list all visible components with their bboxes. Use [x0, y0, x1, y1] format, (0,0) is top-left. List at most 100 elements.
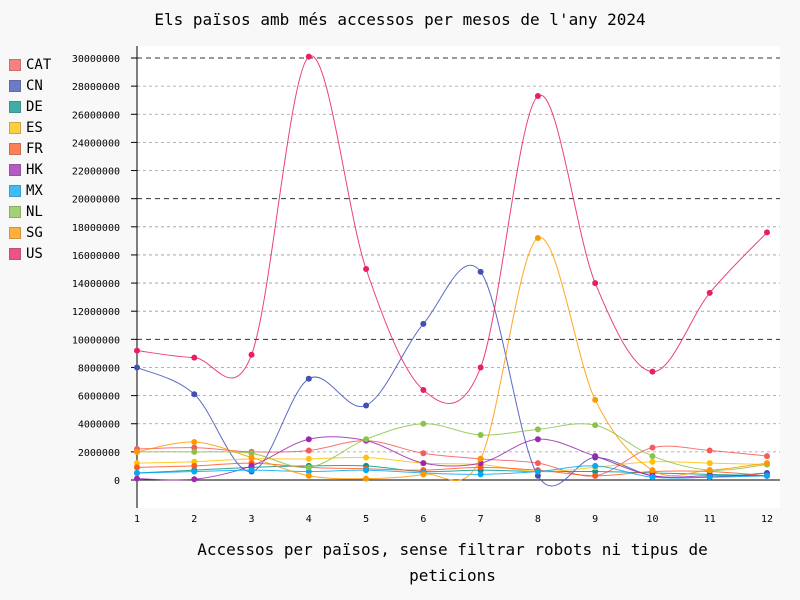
legend-label: DE	[26, 98, 43, 115]
legend-label: NL	[26, 203, 43, 220]
data-point-mx	[191, 468, 198, 475]
data-point-hk	[420, 460, 427, 467]
data-point-cn	[191, 391, 198, 398]
y-tick-label: 12000000	[72, 307, 120, 318]
data-point-us	[305, 53, 312, 60]
y-tick-label: 26000000	[72, 110, 120, 121]
legend-swatch	[9, 247, 21, 260]
legend-label: ES	[26, 119, 43, 136]
legend-label: CAT	[26, 56, 52, 73]
data-point-mx	[363, 467, 370, 474]
data-point-sg	[420, 471, 427, 478]
legend-item-hk[interactable]: HK	[9, 159, 51, 180]
data-point-de	[592, 468, 599, 475]
data-point-mx	[305, 468, 312, 475]
x-tick-label: 3	[249, 514, 255, 525]
data-point-us	[191, 354, 198, 361]
data-point-sg	[706, 467, 713, 474]
data-point-sg	[248, 454, 255, 461]
data-point-cn	[534, 472, 541, 479]
data-point-sg	[305, 472, 312, 479]
x-tick-label: 8	[535, 514, 541, 525]
legend-item-us[interactable]: US	[9, 243, 51, 264]
data-point-nl	[592, 422, 599, 429]
series-line-mx	[136, 465, 768, 479]
data-point-mx	[134, 469, 140, 476]
data-point-es	[649, 458, 656, 465]
data-point-cat	[191, 444, 198, 451]
legend-swatch	[9, 226, 21, 239]
data-point-sg	[764, 460, 770, 467]
data-point-cat	[649, 444, 656, 451]
legend-swatch	[9, 142, 21, 155]
y-tick-label: 16000000	[72, 251, 120, 262]
data-point-nl	[477, 431, 484, 438]
data-point-cat	[706, 447, 713, 454]
legend-swatch	[9, 79, 21, 92]
legend-item-sg[interactable]: SG	[9, 222, 51, 243]
data-point-nl	[305, 464, 312, 471]
legend-item-cn[interactable]: CN	[9, 75, 51, 96]
data-point-nl	[363, 436, 370, 443]
series-line-es	[136, 456, 768, 473]
data-point-es	[706, 460, 713, 467]
data-point-mx	[248, 467, 255, 474]
x-tick-label: 5	[363, 514, 369, 525]
x-axis-label: Accessos per països, sense filtrar robot…	[197, 540, 708, 585]
legend-swatch	[9, 100, 21, 113]
y-tick-label: 20000000	[72, 195, 120, 206]
legend-item-de[interactable]: DE	[9, 96, 51, 117]
data-point-es	[305, 455, 312, 462]
legend-item-fr[interactable]: FR	[9, 138, 51, 159]
data-point-us	[363, 266, 370, 272]
data-point-nl	[420, 420, 427, 427]
data-point-us	[592, 280, 599, 287]
plot-background	[137, 46, 780, 508]
y-tick-label: 24000000	[72, 138, 120, 149]
series-line-us	[136, 55, 768, 404]
y-tick-label: 30000000	[72, 54, 120, 65]
legend-item-nl[interactable]: NL	[9, 201, 51, 222]
data-point-mx	[592, 462, 599, 469]
legend-item-mx[interactable]: MX	[9, 180, 51, 201]
data-point-sg	[191, 439, 198, 446]
data-point-hk	[305, 436, 312, 443]
data-point-fr	[592, 472, 599, 479]
legend-swatch	[9, 205, 21, 218]
data-point-cat	[420, 450, 427, 457]
data-point-cat	[305, 447, 312, 454]
x-tick-label: 2	[191, 514, 197, 525]
data-point-hk	[534, 436, 541, 443]
data-point-mx	[649, 474, 656, 481]
series-line-fr	[136, 462, 768, 477]
x-tick-label: 12	[761, 514, 773, 525]
legend-label: US	[26, 245, 43, 262]
data-point-sg	[534, 235, 541, 242]
data-point-us	[706, 289, 713, 296]
data-point-cn	[363, 402, 370, 409]
data-point-fr	[191, 462, 198, 469]
data-point-mx	[534, 468, 541, 475]
x-tick-label: 7	[478, 514, 484, 525]
data-point-nl	[191, 448, 198, 455]
data-point-nl	[534, 426, 541, 433]
chart-title: Els països amb més accessos per mesos de…	[154, 10, 646, 29]
legend-label: SG	[26, 224, 43, 241]
legend-item-cat[interactable]: CAT	[9, 54, 51, 75]
data-point-mx	[706, 474, 713, 481]
data-point-us	[764, 229, 770, 236]
data-point-nl	[649, 453, 656, 460]
data-point-mx	[764, 472, 770, 479]
y-tick-label: 0	[114, 476, 120, 487]
legend-item-es[interactable]: ES	[9, 117, 51, 138]
data-point-sg	[363, 475, 370, 482]
series-line-sg	[136, 237, 768, 481]
x-tick-label: 6	[420, 514, 426, 525]
legend-swatch	[9, 58, 21, 71]
y-tick-label: 8000000	[78, 363, 120, 374]
data-point-hk	[134, 475, 140, 482]
legend-swatch	[9, 121, 21, 134]
data-point-sg	[477, 455, 484, 462]
data-point-cn	[477, 268, 484, 275]
